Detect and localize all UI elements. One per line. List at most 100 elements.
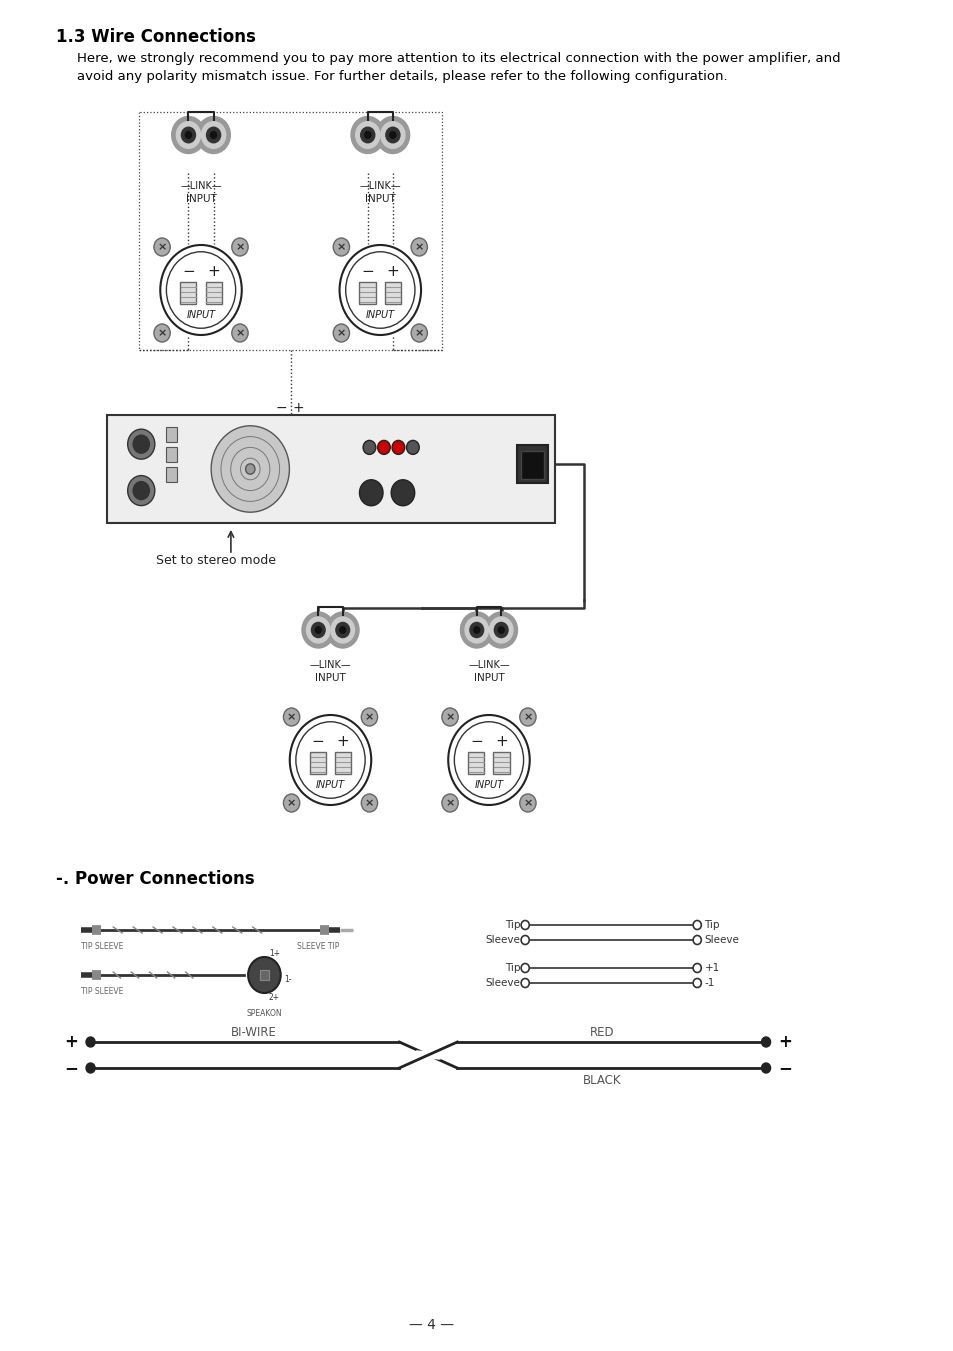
Text: SLEEVE TIP: SLEEVE TIP <box>297 942 339 951</box>
Circle shape <box>232 324 248 342</box>
Text: INPUT: INPUT <box>365 195 395 204</box>
Bar <box>335 753 351 774</box>
Bar <box>517 444 547 482</box>
Circle shape <box>211 131 216 138</box>
Text: INPUT: INPUT <box>365 309 395 320</box>
Circle shape <box>364 131 371 138</box>
Circle shape <box>520 963 529 973</box>
Circle shape <box>160 245 241 335</box>
Circle shape <box>519 794 536 812</box>
Text: ×: × <box>445 798 455 808</box>
Circle shape <box>355 122 379 149</box>
Circle shape <box>484 612 517 648</box>
Text: avoid any polarity mismatch issue. For further details, please refer to the foll: avoid any polarity mismatch issue. For f… <box>77 70 727 82</box>
Circle shape <box>240 458 260 480</box>
Circle shape <box>133 481 150 500</box>
Text: INPUT: INPUT <box>474 780 503 790</box>
Bar <box>259 970 269 979</box>
Circle shape <box>302 612 335 648</box>
Circle shape <box>339 245 420 335</box>
Circle shape <box>489 617 513 643</box>
Text: Sleeve: Sleeve <box>703 935 739 944</box>
Text: 2+: 2+ <box>269 993 280 1001</box>
Circle shape <box>196 116 230 154</box>
Circle shape <box>441 794 457 812</box>
Text: BLACK: BLACK <box>582 1074 621 1086</box>
Bar <box>166 447 176 462</box>
Text: RED: RED <box>590 1025 615 1039</box>
Circle shape <box>360 127 375 143</box>
Text: —LINK—: —LINK— <box>359 181 400 190</box>
Text: —LINK—: —LINK— <box>468 661 509 670</box>
Text: ×: × <box>235 242 244 253</box>
Text: Tip: Tip <box>703 920 720 929</box>
Circle shape <box>411 324 427 342</box>
Circle shape <box>361 794 377 812</box>
Text: −: − <box>778 1059 792 1077</box>
Circle shape <box>460 612 493 648</box>
Circle shape <box>380 122 404 149</box>
Circle shape <box>176 122 200 149</box>
Text: −: − <box>361 265 374 280</box>
Text: TIP SLEEVE: TIP SLEEVE <box>81 942 124 951</box>
Text: 1+: 1+ <box>269 948 280 958</box>
Circle shape <box>290 715 371 805</box>
Text: ×: × <box>235 328 244 338</box>
Text: −: − <box>311 735 324 750</box>
Circle shape <box>693 978 700 988</box>
Circle shape <box>333 324 349 342</box>
Circle shape <box>315 627 321 634</box>
Text: −: − <box>275 401 287 415</box>
Text: ×: × <box>336 328 346 338</box>
Text: +: + <box>64 1034 78 1051</box>
Circle shape <box>693 920 700 929</box>
Text: INPUT: INPUT <box>315 780 345 790</box>
Text: +: + <box>778 1034 792 1051</box>
Circle shape <box>335 623 349 638</box>
Circle shape <box>232 238 248 255</box>
Circle shape <box>201 122 226 149</box>
Text: Set to stereo mode: Set to stereo mode <box>155 554 275 566</box>
Circle shape <box>363 440 375 454</box>
Circle shape <box>283 794 299 812</box>
Circle shape <box>153 238 170 255</box>
Text: INPUT: INPUT <box>473 673 504 684</box>
Bar <box>107 415 555 523</box>
Text: ×: × <box>522 712 532 721</box>
Circle shape <box>411 238 427 255</box>
Circle shape <box>760 1038 770 1047</box>
Circle shape <box>693 963 700 973</box>
Circle shape <box>211 426 289 512</box>
Text: —LINK—: —LINK— <box>310 661 351 670</box>
Circle shape <box>375 116 409 154</box>
Circle shape <box>283 708 299 725</box>
Circle shape <box>166 251 235 328</box>
Circle shape <box>311 623 325 638</box>
Text: Sleeve: Sleeve <box>485 978 520 988</box>
Text: +: + <box>386 265 399 280</box>
Circle shape <box>128 430 154 459</box>
Circle shape <box>520 978 529 988</box>
Circle shape <box>361 708 377 725</box>
Text: +: + <box>207 265 220 280</box>
Text: — 4 —: — 4 — <box>409 1319 454 1332</box>
Text: BI-WIRE: BI-WIRE <box>231 1025 276 1039</box>
Circle shape <box>519 708 536 725</box>
Bar <box>468 753 484 774</box>
Text: TIP SLEEVE: TIP SLEEVE <box>81 988 124 996</box>
Circle shape <box>464 617 488 643</box>
Text: −: − <box>64 1059 78 1077</box>
Bar <box>180 282 196 304</box>
Text: +: + <box>336 735 349 750</box>
Text: ×: × <box>336 242 346 253</box>
Circle shape <box>359 480 382 505</box>
Circle shape <box>520 920 529 929</box>
Text: Here, we strongly recommend you to pay more attention to its electrical connecti: Here, we strongly recommend you to pay m… <box>77 51 840 65</box>
Circle shape <box>128 476 154 505</box>
Circle shape <box>221 436 279 501</box>
Circle shape <box>185 131 192 138</box>
Circle shape <box>153 324 170 342</box>
Text: ×: × <box>415 328 423 338</box>
Circle shape <box>760 1063 770 1073</box>
Text: INPUT: INPUT <box>186 309 215 320</box>
